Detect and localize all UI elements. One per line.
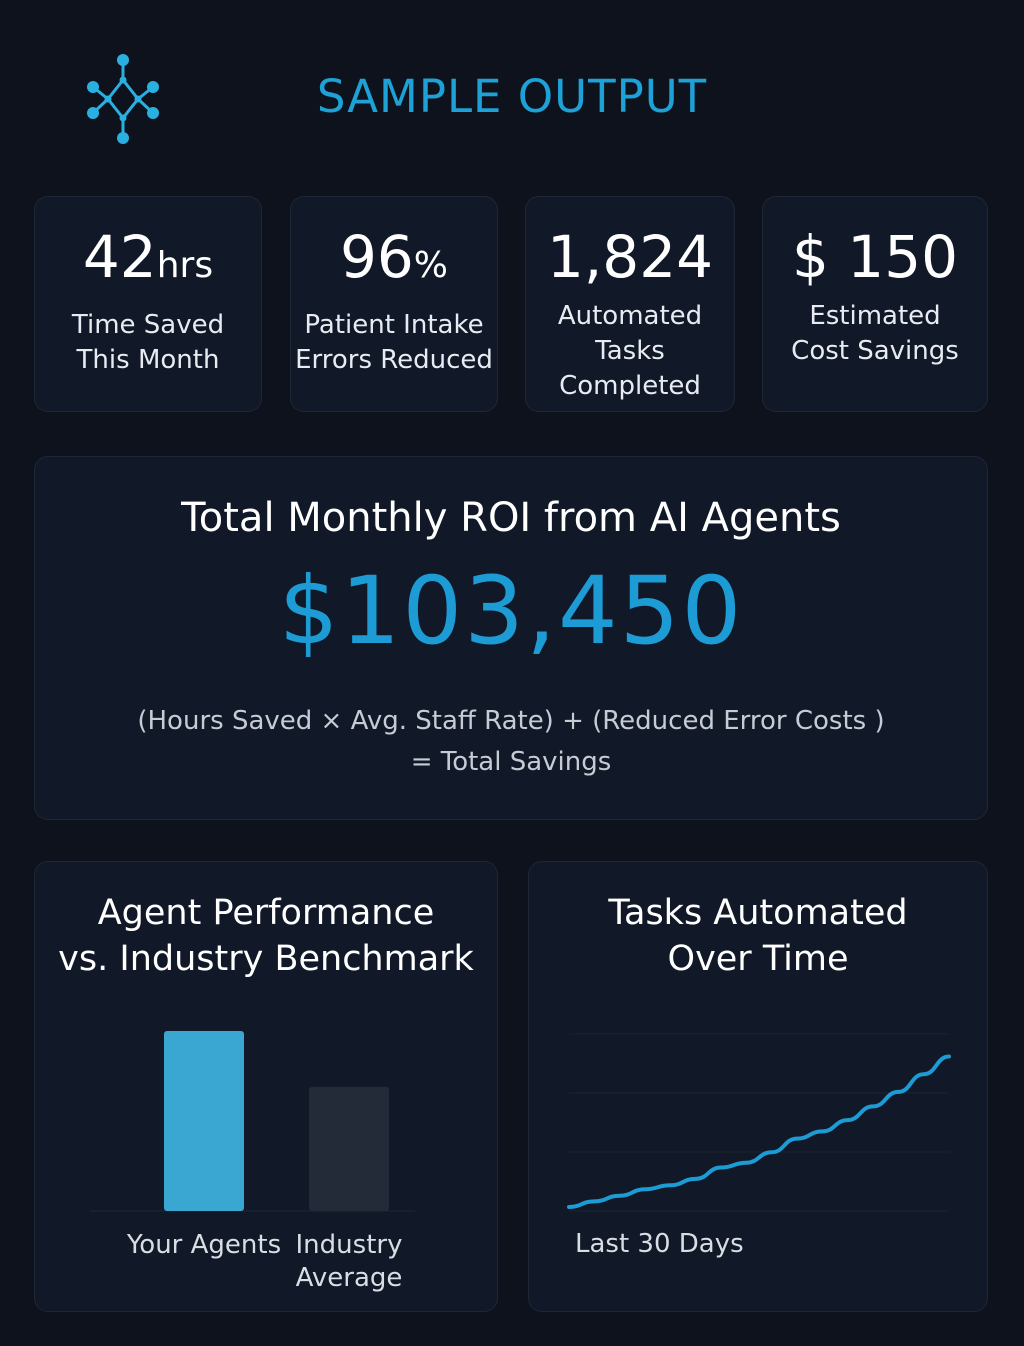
chart-title-line: Agent Performance — [97, 893, 435, 933]
roi-heading: Total Monthly ROI from AI Agents — [181, 495, 841, 541]
stat-unit: % — [413, 245, 449, 286]
stat-unit: hrs — [156, 245, 214, 286]
bar-your-agents — [164, 1031, 244, 1211]
agent-performance-chart: Agent Performance vs. Industry Benchmark… — [34, 861, 498, 1312]
bar-tick-label-line: Your Agents — [126, 1230, 282, 1260]
stat-value: 96% — [291, 225, 497, 298]
stat-label-line: Time Saved — [71, 310, 225, 340]
stat-label-line: Cost Savings — [791, 336, 959, 366]
stat-value: $ 150 — [763, 225, 987, 289]
stat-number: 1,824 — [546, 223, 714, 291]
line-chart-plot — [567, 1033, 951, 1212]
chart-title-line: vs. Industry Benchmark — [58, 939, 474, 979]
chart-title-line: Over Time — [667, 939, 849, 979]
stat-label-line: Errors Reduced — [295, 345, 493, 375]
bar-tick-label-line: Industry — [295, 1230, 403, 1260]
stat-card-cost-savings: $ 150 Estimated Cost Savings — [762, 196, 988, 412]
stat-label-line: This Month — [76, 345, 220, 375]
roi-amount: $103,450 — [278, 557, 744, 666]
bar-tick-label-line: Average — [295, 1263, 403, 1293]
stat-label: Time Saved This Month — [35, 308, 261, 378]
stat-number: $ 150 — [791, 223, 959, 291]
stat-label-line: Completed — [559, 371, 701, 401]
bar-tick-label: Your Agents — [114, 1229, 294, 1262]
stat-card-errors-reduced: 96% Patient Intake Errors Reduced — [290, 196, 498, 412]
bar-industry-average — [309, 1086, 389, 1211]
stat-number: 42 — [82, 223, 157, 291]
stat-label-line: Estimated — [809, 301, 941, 331]
stat-label-line: Automated — [557, 301, 703, 331]
roi-formula: (Hours Saved × Avg. Staff Rate) + (Reduc… — [35, 701, 987, 783]
stat-label: Estimated Cost Savings — [763, 299, 987, 369]
roi-card: Total Monthly ROI from AI Agents $103,45… — [34, 456, 988, 820]
roi-formula-line: = Total Savings — [410, 747, 612, 777]
chart-title: Tasks Automated Over Time — [529, 890, 987, 982]
stat-label-line: Tasks — [595, 336, 665, 366]
chart-caption: Last 30 Days — [575, 1229, 744, 1259]
stat-value: 1,824 — [526, 225, 734, 289]
network-node-icon — [87, 54, 159, 144]
chart-title: Agent Performance vs. Industry Benchmark — [35, 890, 497, 982]
chart-title-line: Tasks Automated — [608, 893, 908, 933]
bar-tick-label: Industry Average — [259, 1229, 439, 1295]
bar-chart-plot — [90, 1031, 415, 1212]
stat-label: Automated Tasks Completed — [526, 299, 734, 404]
stat-value: 42hrs — [35, 225, 261, 298]
stat-card-tasks-completed: 1,824 Automated Tasks Completed — [525, 196, 735, 412]
series-line — [567, 1054, 951, 1209]
stat-label: Patient Intake Errors Reduced — [291, 308, 497, 378]
tasks-over-time-chart: Tasks Automated Over Time Last 30 Days — [528, 861, 988, 1312]
stat-card-time-saved: 42hrs Time Saved This Month — [34, 196, 262, 412]
stat-number: 96 — [339, 223, 414, 291]
roi-formula-line: (Hours Saved × Avg. Staff Rate) + (Reduc… — [137, 706, 885, 736]
page-title: SAMPLE OUTPUT — [316, 70, 708, 123]
stat-label-line: Patient Intake — [304, 310, 484, 340]
